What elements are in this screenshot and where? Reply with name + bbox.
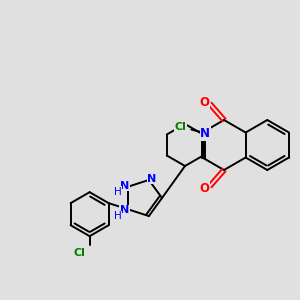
Text: O: O — [199, 95, 209, 109]
Text: N: N — [147, 174, 157, 184]
Text: Cl: Cl — [174, 122, 186, 131]
Text: H: H — [114, 187, 122, 197]
Text: H: H — [114, 211, 122, 221]
Text: O: O — [199, 182, 209, 194]
Text: N: N — [120, 181, 129, 191]
Text: N: N — [200, 127, 210, 140]
Text: N: N — [120, 181, 129, 191]
Text: N: N — [120, 205, 129, 215]
Text: Cl: Cl — [74, 248, 85, 258]
